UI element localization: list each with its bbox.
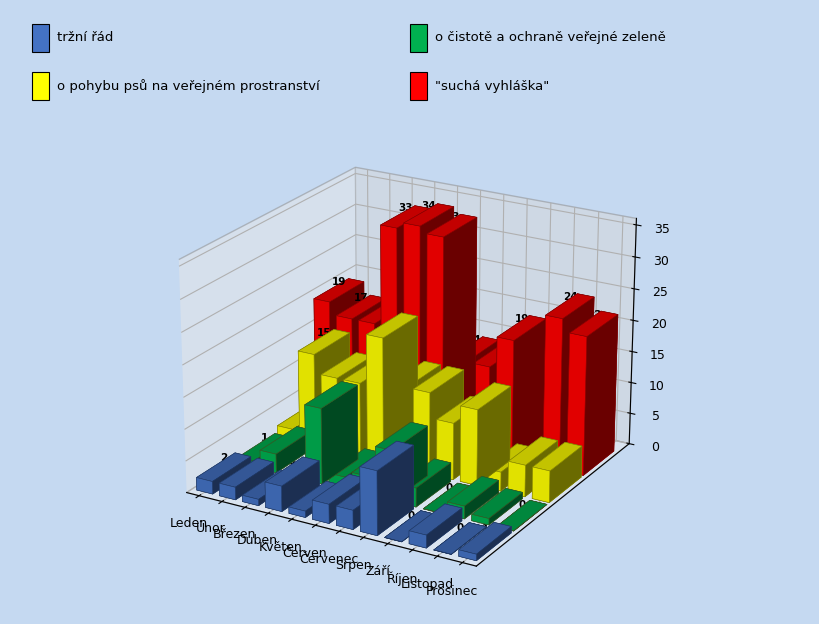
Bar [32, 72, 49, 100]
Bar [32, 24, 49, 52]
Text: o čistotě a ochraně veřejné zeleně: o čistotě a ochraně veřejné zeleně [435, 31, 666, 44]
Text: o pohybu psů na veřejném prostranství: o pohybu psů na veřejném prostranství [57, 79, 320, 94]
Bar [410, 24, 427, 52]
Text: tržní řád: tržní řád [57, 31, 114, 44]
Bar [410, 72, 427, 100]
Text: "suchá vyhláška": "suchá vyhláška" [435, 80, 549, 93]
